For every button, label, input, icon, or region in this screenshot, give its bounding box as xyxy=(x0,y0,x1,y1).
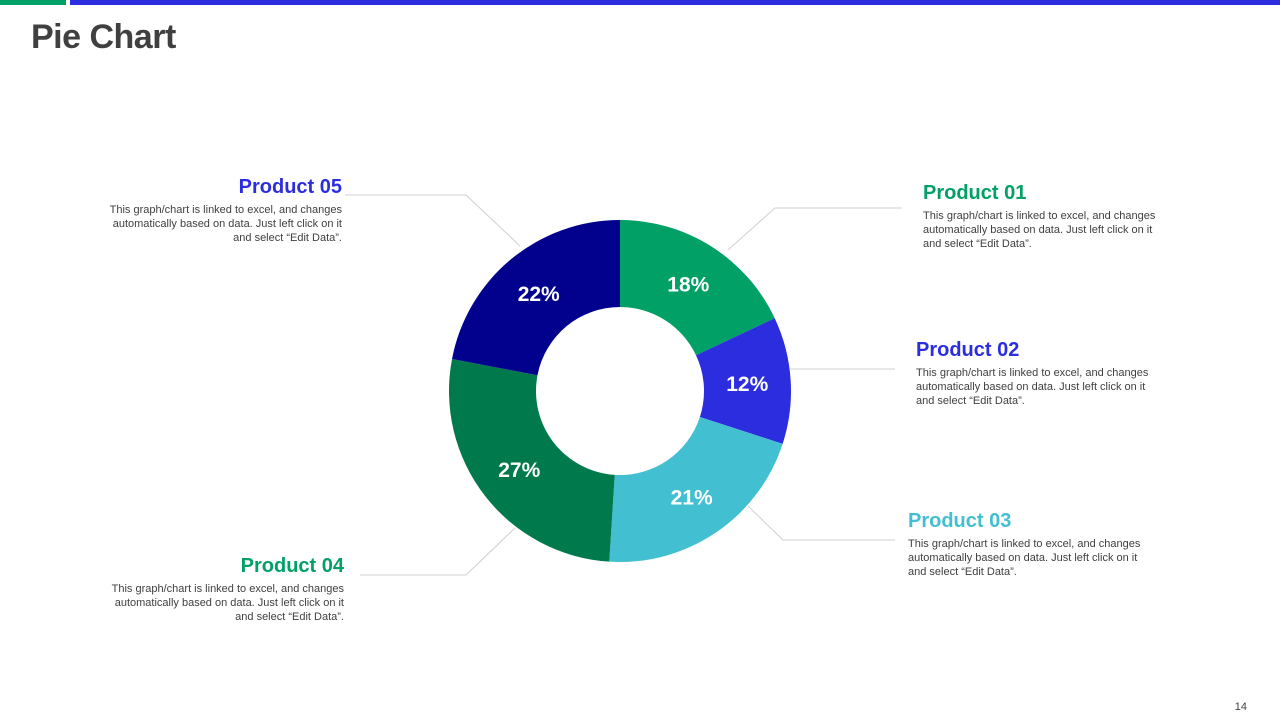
slice-product-04[interactable] xyxy=(448,358,615,562)
product-03-description: This graph/chart is linked to excel, and… xyxy=(908,538,1141,578)
product-01-callout: Product 01 This graph/chart is linked to… xyxy=(923,181,1163,251)
slice-label-product-04: 27% xyxy=(498,459,540,482)
page-number: 14 xyxy=(1234,701,1247,713)
slice-label-product-01: 18% xyxy=(667,273,709,296)
chart-slices xyxy=(448,220,791,562)
product-03-callout: Product 03 This graph/chart is linked to… xyxy=(908,509,1148,579)
top-accent-bar-blue xyxy=(70,0,1280,5)
product-05-title: Product 05 xyxy=(238,176,342,198)
leader-lines xyxy=(345,194,902,576)
leader-line-5 xyxy=(345,194,521,247)
product-03-title: Product 03 xyxy=(908,510,1012,532)
product-04-callout: Product 04 This graph/chart is linked to… xyxy=(104,554,344,624)
product-01-title: Product 01 xyxy=(923,182,1027,204)
product-02-description: This graph/chart is linked to excel, and… xyxy=(916,367,1149,407)
leader-line-3 xyxy=(747,505,895,541)
slice-label-product-02: 12% xyxy=(726,373,768,396)
slice-product-05[interactable] xyxy=(452,220,620,376)
leader-line-1 xyxy=(727,207,902,251)
chart-slice-labels: 18% 12% 21% 27% 22% xyxy=(498,273,768,509)
leader-line-4 xyxy=(360,527,516,576)
slice-label-product-05: 22% xyxy=(518,283,560,306)
slice-product-01[interactable] xyxy=(620,220,775,356)
product-02-title: Product 02 xyxy=(916,339,1020,361)
product-05-description: This graph/chart is linked to excel, and… xyxy=(109,204,342,244)
product-02-callout: Product 02 This graph/chart is linked to… xyxy=(916,338,1156,408)
product-04-description: This graph/chart is linked to excel, and… xyxy=(111,583,344,623)
slice-product-02[interactable] xyxy=(696,318,791,444)
slice-label-product-03: 21% xyxy=(671,486,713,509)
product-05-callout: Product 05 This graph/chart is linked to… xyxy=(102,175,342,245)
product-04-title: Product 04 xyxy=(240,555,344,577)
top-accent-bar-green xyxy=(0,0,66,5)
product-01-description: This graph/chart is linked to excel, and… xyxy=(923,210,1156,250)
slice-product-03[interactable] xyxy=(609,416,783,562)
page-title: Pie Chart xyxy=(31,18,176,56)
